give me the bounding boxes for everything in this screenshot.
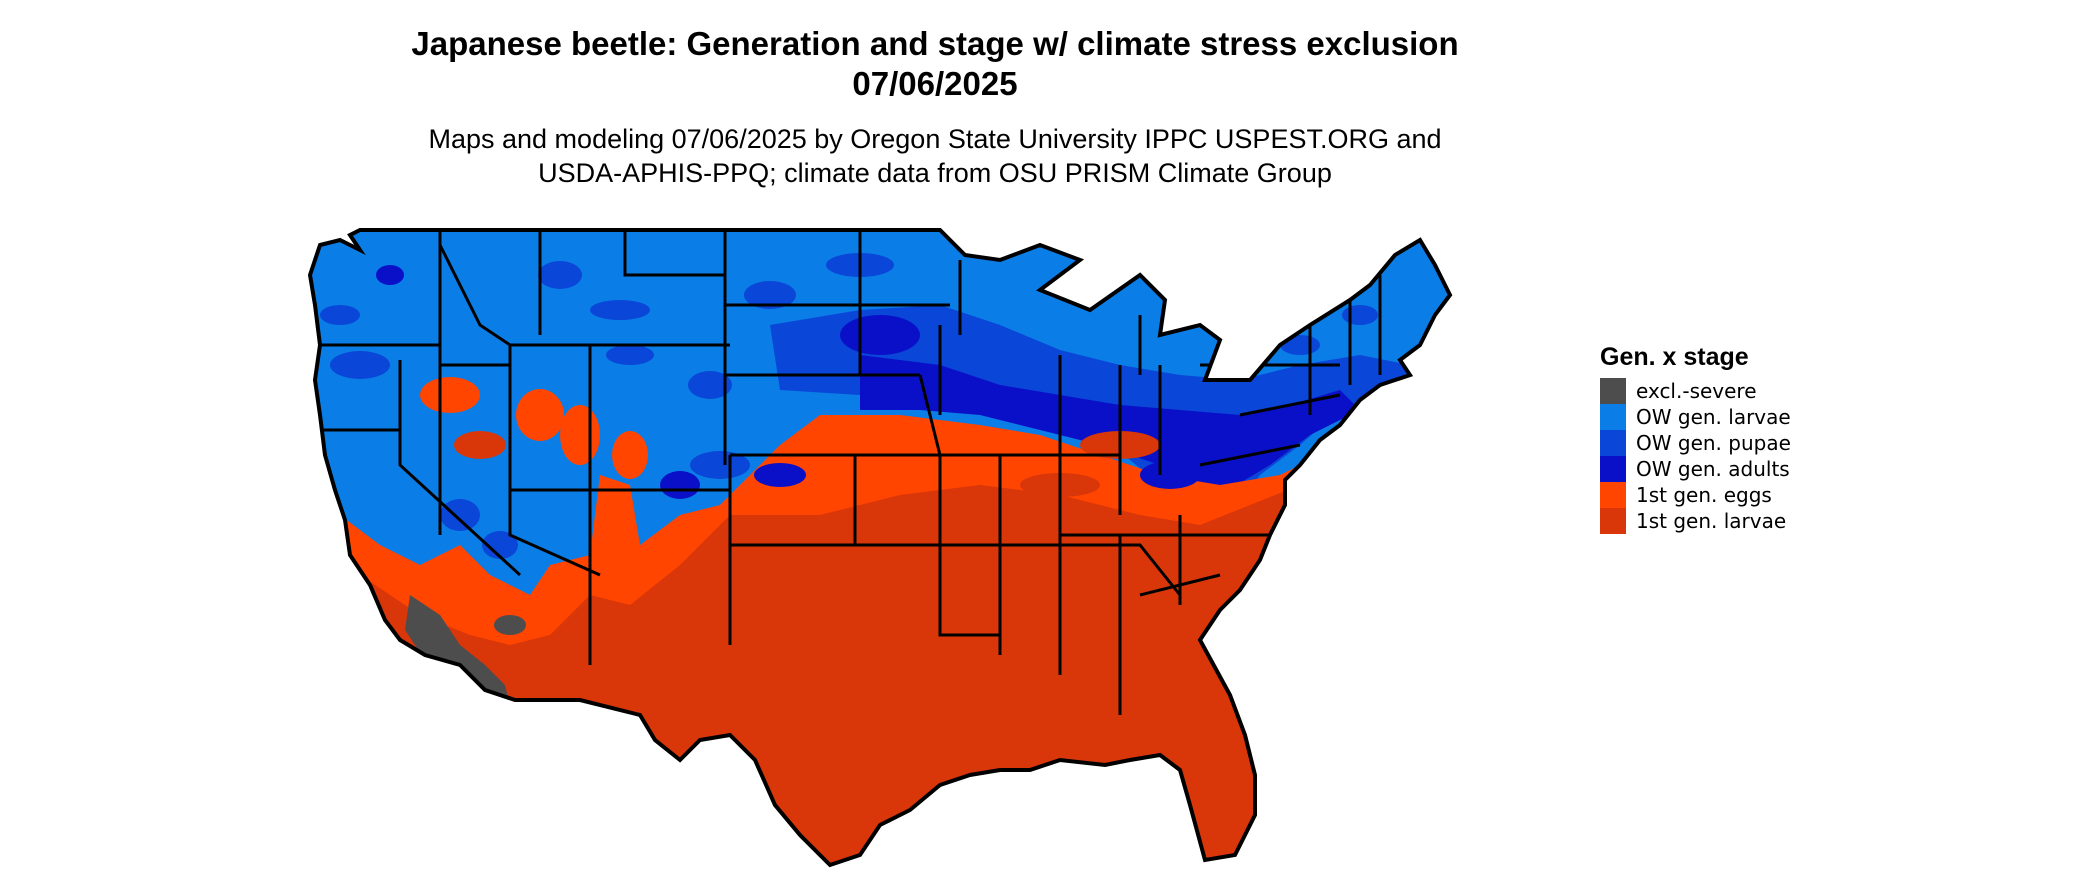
stage-patch [440,499,480,531]
state-boundary [1199,443,1301,467]
stage-patch [538,261,582,289]
state-boundary [438,244,512,365]
legend-label: 1st gen. larvae [1636,509,1787,533]
legend-swatch [1600,482,1626,508]
state-boundary [1000,543,1182,596]
state-boundaries [315,230,1382,715]
legend: Gen. x stage excl.-severe OW gen. larvae O… [1600,342,1791,534]
state-boundary [623,230,725,277]
legend-swatch [1600,508,1626,534]
stage-patch [516,389,564,441]
legend-label: excl.-severe [1636,379,1757,403]
legend-item: OW gen. adults [1600,456,1791,482]
stage-patch [1342,305,1378,325]
legend-items: excl.-severe OW gen. larvae OW gen. pupae O… [1600,378,1791,534]
map-title: Japanese beetle: Generation and stage w/… [0,24,1870,104]
legend-title: Gen. x stage [1600,343,1749,371]
stage-patch [482,531,518,559]
stage-patch [840,423,960,467]
state-boundary [508,490,601,577]
stage-patch [420,377,480,413]
zone-ow-adults [860,355,1360,495]
map-title-line-2: 07/06/2025 [852,65,1018,102]
stage-patch [744,281,796,309]
stage-patch [376,265,404,285]
stage-patch [612,431,648,479]
legend-swatch [1600,456,1626,482]
stage-patch [606,345,654,365]
stage-patch [560,405,600,465]
legend-item: excl.-severe [1600,378,1791,404]
legend-label: 1st gen. eggs [1636,483,1772,507]
map-subtitle-line-1: Maps and modeling 07/06/2025 by Oregon S… [428,124,1442,154]
stage-patch [688,371,732,399]
stage-patch [660,471,700,499]
state-boundary [1239,393,1341,417]
stage-patch [840,315,920,355]
legend-label: OW gen. larvae [1636,405,1791,429]
zone-excluded-severe [405,595,510,705]
map-subtitle-line-2: USDA-APHIS-PPQ; climate data from OSU PR… [538,158,1332,188]
legend-label: OW gen. pupae [1636,431,1791,455]
stage-patch [508,497,552,533]
legend-label: OW gen. adults [1636,457,1790,481]
legend-swatch [1600,404,1626,430]
legend-item: OW gen. pupae [1600,430,1791,456]
stage-patch [454,431,506,459]
stage-patch [690,451,750,479]
state-boundary [938,545,1000,637]
us-phenology-map [308,228,1452,867]
legend-item: 1st gen. larvae [1600,508,1791,534]
map-title-line-1: Japanese beetle: Generation and stage w/… [411,25,1459,62]
legend-swatch [1600,430,1626,456]
legend-item: OW gen. larvae [1600,404,1791,430]
stage-patch [1280,335,1320,355]
stage-patch [754,463,806,487]
legend-item: 1st gen. eggs [1600,482,1791,508]
stage-patch [1140,461,1200,489]
map-subtitle: Maps and modeling 07/06/2025 by Oregon S… [0,122,1870,190]
stage-patch [494,615,526,635]
legend-swatch [1600,378,1626,404]
stage-patch [320,305,360,325]
stage-patch [590,300,650,320]
stage-patch [1206,423,1254,447]
stage-patch [330,351,390,379]
state-boundary [398,360,522,577]
